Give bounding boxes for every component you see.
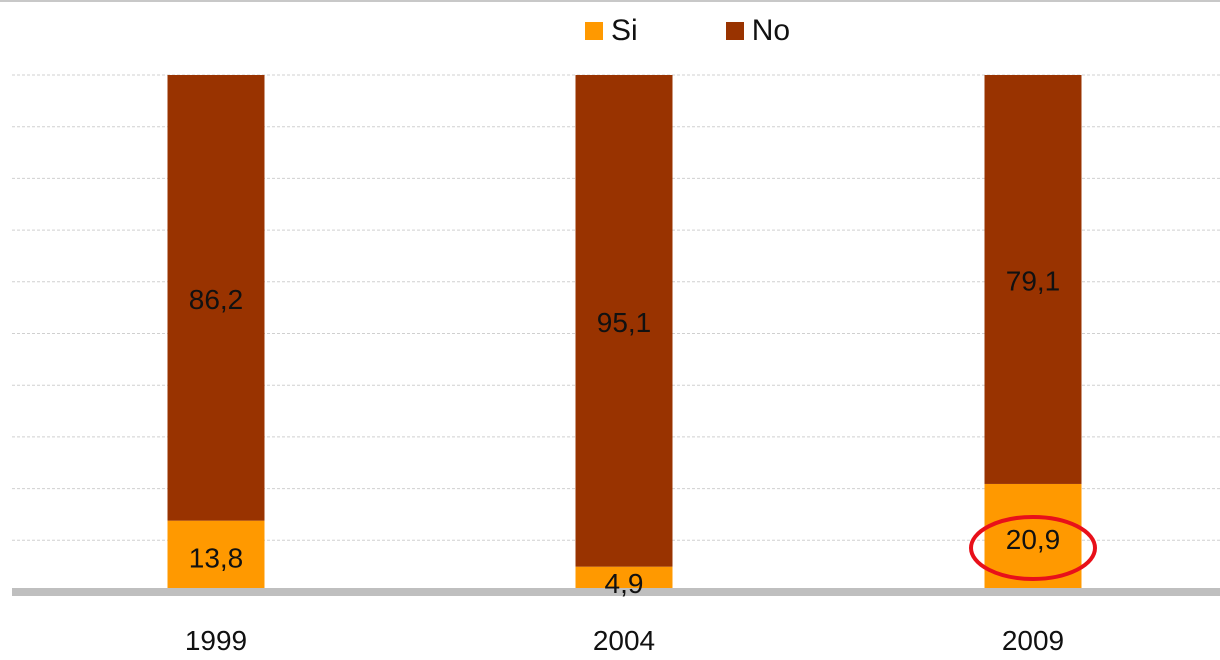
bar-si-2004 — [575, 566, 673, 592]
x-tick-label-2009: 2009 — [1002, 625, 1064, 656]
data-label-si-1999: 13,8 — [189, 542, 244, 573]
bar-no-1999 — [167, 75, 265, 521]
legend-label-no: No — [751, 14, 791, 47]
bar-no-2009 — [984, 75, 1082, 484]
bar-si-1999 — [167, 520, 265, 592]
data-label-si-2009: 20,9 — [1006, 524, 1061, 555]
legend-swatch-si — [585, 22, 603, 40]
legend: Si No — [585, 14, 878, 48]
data-label-no-2009: 79,1 — [1006, 265, 1061, 296]
legend-item-si: Si — [585, 14, 638, 48]
x-tick-label-1999: 1999 — [185, 625, 247, 656]
highlight-ellipse — [969, 514, 1097, 581]
data-label-no-1999: 86,2 — [189, 284, 244, 315]
legend-item-no: No — [725, 14, 791, 48]
bar-no-2004 — [575, 75, 673, 567]
top-border — [0, 0, 1220, 2]
x-axis-baseline — [12, 588, 1220, 596]
x-tick-label-2004: 2004 — [593, 625, 655, 656]
legend-label-si: Si — [611, 14, 638, 47]
legend-swatch-no — [725, 22, 744, 40]
data-label-no-2004: 95,1 — [597, 307, 652, 338]
data-label-si-2004: 4,9 — [605, 568, 644, 599]
